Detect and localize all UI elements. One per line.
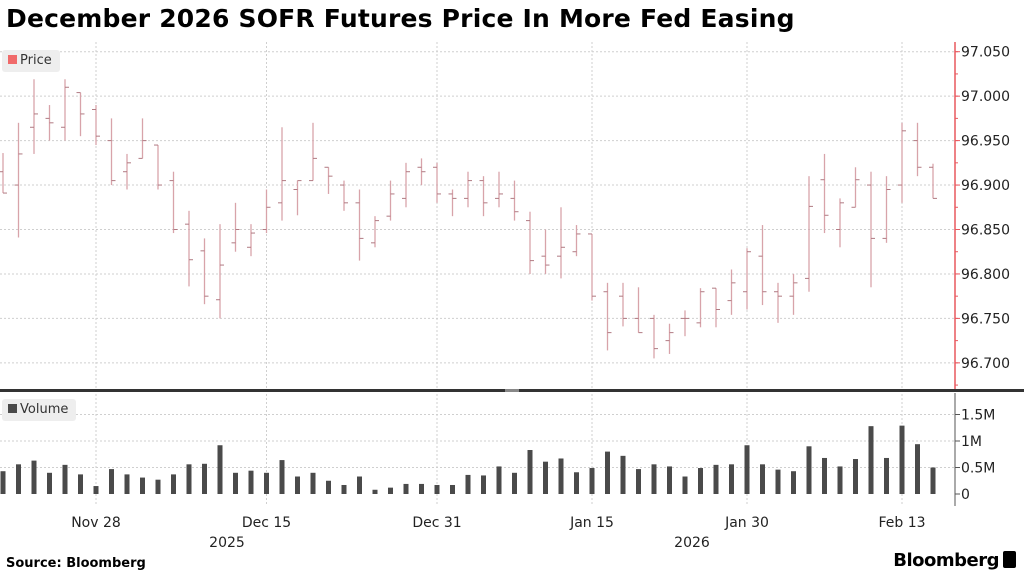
price-legend: Price — [2, 50, 60, 72]
volume-bar — [760, 464, 765, 494]
volume-bar — [357, 476, 362, 494]
volume-tick-label: 1M — [961, 434, 982, 450]
volume-bar — [558, 458, 564, 494]
volume-bar — [915, 444, 920, 494]
volume-bar — [837, 466, 843, 494]
volume-bar — [403, 483, 409, 494]
price-tick-label: 97.050 — [961, 45, 1010, 61]
volume-bar — [295, 476, 300, 494]
price-legend-swatch — [8, 55, 17, 64]
volume-bar — [372, 489, 378, 494]
volume-bar — [171, 474, 176, 494]
volume-bar — [310, 472, 316, 494]
volume-bar — [636, 469, 641, 494]
volume-bar — [713, 464, 719, 494]
volume-bar — [388, 487, 393, 494]
x-year-label: 2025 — [209, 535, 245, 551]
price-tick-label: 96.900 — [961, 178, 1010, 194]
price-tick-label: 96.850 — [961, 223, 1010, 239]
volume-bar — [93, 486, 99, 494]
bloomberg-logo-icon — [1003, 551, 1016, 568]
price-tick-label: 96.700 — [961, 356, 1010, 372]
chart-title: December 2026 SOFR Futures Price In More… — [6, 4, 795, 33]
volume-bar — [124, 474, 130, 494]
volume-bar — [140, 477, 145, 494]
volume-tick-label: 0 — [961, 487, 970, 503]
volume-bar — [341, 484, 347, 494]
volume-bar — [434, 484, 440, 494]
price-tick-label: 96.800 — [961, 267, 1010, 283]
volume-legend-label: Volume — [20, 402, 69, 417]
volume-tick-label: 1.5M — [961, 408, 995, 424]
volume-bar — [264, 472, 269, 494]
volume-bar — [202, 463, 207, 494]
volume-bar — [62, 464, 68, 494]
price-tick-label: 97.000 — [961, 89, 1010, 105]
volume-bar — [667, 466, 672, 494]
volume-tick-label: 0.5M — [961, 461, 995, 477]
volume-bar — [450, 484, 455, 494]
volume-bar — [419, 483, 424, 494]
volume-bar — [868, 426, 874, 494]
volume-bar — [233, 472, 238, 494]
x-tick-label: Jan 15 — [569, 515, 614, 531]
volume-bar — [620, 455, 626, 494]
panel-resize-handle — [505, 389, 519, 392]
volume-bar — [589, 468, 595, 494]
source-note: Source: Bloomberg — [6, 556, 146, 571]
volume-bar — [930, 467, 936, 494]
volume-bar — [574, 472, 579, 494]
volume-bar — [217, 445, 223, 494]
volume-bar — [729, 464, 734, 494]
volume-bar — [775, 469, 781, 494]
volume-bar — [0, 471, 6, 494]
volume-bar — [605, 451, 610, 494]
volume-legend: Volume — [2, 399, 77, 421]
x-tick-label: Dec 15 — [242, 515, 291, 531]
volume-bar — [279, 460, 285, 494]
volume-bar — [884, 457, 889, 494]
volume-bar — [481, 475, 486, 494]
volume-bar — [899, 425, 905, 494]
volume-bar — [31, 460, 37, 494]
x-tick-label: Nov 28 — [71, 515, 121, 531]
volume-bar — [155, 479, 161, 494]
volume-bar — [806, 446, 812, 494]
x-tick-label: Jan 30 — [724, 515, 769, 531]
volume-bar — [496, 466, 502, 494]
volume-legend-swatch — [8, 404, 17, 413]
logo-text: Bloomberg — [893, 550, 999, 571]
volume-bar — [109, 469, 114, 494]
volume-bar — [651, 464, 657, 494]
price-legend-label: Price — [20, 53, 52, 68]
volume-bar — [791, 471, 796, 494]
volume-bar — [543, 461, 548, 494]
bloomberg-logo: Bloomberg — [893, 550, 1016, 571]
volume-bar — [527, 450, 533, 494]
x-tick-label: Feb 13 — [878, 515, 925, 531]
volume-bar — [326, 480, 331, 494]
volume-bar — [512, 472, 517, 494]
price-tick-label: 96.950 — [961, 134, 1010, 150]
volume-bar — [186, 464, 192, 494]
x-tick-label: Dec 31 — [412, 515, 461, 531]
x-year-label: 2026 — [674, 535, 710, 551]
volume-bar — [682, 476, 688, 494]
volume-bar — [248, 470, 254, 494]
price-tick-label: 96.750 — [961, 311, 1010, 327]
volume-bar — [16, 464, 21, 494]
volume-bar — [822, 457, 827, 494]
volume-bar — [78, 474, 83, 494]
volume-bar — [744, 445, 750, 494]
volume-bar — [465, 474, 471, 494]
volume-bar — [47, 472, 52, 494]
volume-bar — [853, 459, 858, 494]
volume-bar — [698, 468, 703, 494]
